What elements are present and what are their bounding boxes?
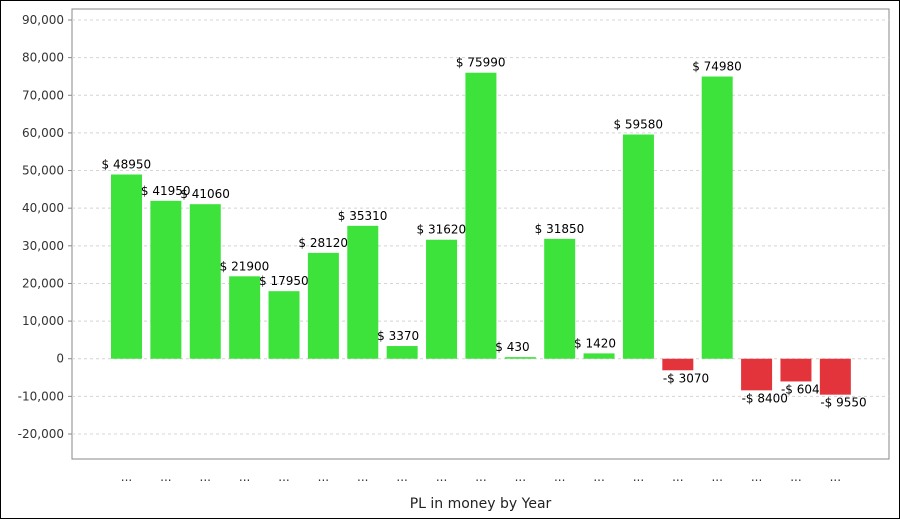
y-tick-label: 20,000 <box>22 276 64 290</box>
data-label: $ 48950 <box>102 157 152 171</box>
y-tick-label: 60,000 <box>22 126 64 140</box>
x-tick-label: ... <box>672 470 683 484</box>
data-label: $ 21900 <box>220 259 270 273</box>
x-tick-label: ... <box>121 470 132 484</box>
bar <box>504 357 536 359</box>
x-tick-label: ... <box>515 470 526 484</box>
x-tick-label: ... <box>160 470 171 484</box>
bar <box>189 204 221 359</box>
x-tick-label: ... <box>554 470 565 484</box>
bar <box>819 358 851 395</box>
bar <box>701 76 733 359</box>
data-label: $ 75990 <box>456 56 506 70</box>
y-tick-label: 90,000 <box>22 13 64 27</box>
bar <box>268 291 300 359</box>
bar <box>111 174 142 359</box>
y-tick-label: -20,000 <box>18 427 64 441</box>
x-tick-label: ... <box>278 470 289 484</box>
data-label: $ 41950 <box>141 184 191 198</box>
bar <box>622 134 654 359</box>
x-tick-label: ... <box>318 470 329 484</box>
bar <box>307 252 339 359</box>
data-label: -$ 8400 <box>742 391 788 405</box>
data-label: $ 31850 <box>535 222 585 236</box>
bar <box>229 276 261 359</box>
bar <box>780 358 812 382</box>
data-label: $ 17950 <box>259 274 309 288</box>
bar <box>150 200 182 359</box>
bar <box>465 72 497 359</box>
data-label: $ 3370 <box>377 329 419 343</box>
x-tick-label: ... <box>396 470 407 484</box>
x-tick-label: ... <box>436 470 447 484</box>
data-label: -$ 6040 <box>781 382 827 396</box>
y-tick-label: 80,000 <box>22 51 64 65</box>
data-label: $ 1420 <box>574 336 616 350</box>
data-label: -$ 3070 <box>663 371 709 385</box>
y-tick-label: -10,000 <box>18 389 64 403</box>
y-tick-label: 50,000 <box>22 164 64 178</box>
bar <box>662 358 694 371</box>
y-tick-label: 70,000 <box>22 88 64 102</box>
data-label: $ 59580 <box>613 117 663 131</box>
x-tick-label: ... <box>830 470 841 484</box>
x-tick-label: ... <box>711 470 722 484</box>
x-tick-label: ... <box>751 470 762 484</box>
x-tick-label: ... <box>239 470 250 484</box>
data-label: -$ 9550 <box>820 396 866 410</box>
x-axis-title: PL in money by Year <box>410 496 552 512</box>
data-label: $ 41060 <box>180 187 230 201</box>
y-tick-label: 40,000 <box>22 201 64 215</box>
x-tick-label: ... <box>357 470 368 484</box>
y-tick-label: 0 <box>56 352 64 366</box>
bar <box>426 239 458 359</box>
bar <box>741 358 773 391</box>
y-tick-label: 10,000 <box>22 314 64 328</box>
x-tick-label: ... <box>790 470 801 484</box>
data-label: $ 74980 <box>692 60 742 74</box>
x-tick-label: ... <box>200 470 211 484</box>
data-label: $ 28120 <box>298 236 348 250</box>
x-tick-label: ... <box>475 470 486 484</box>
x-tick-label: ... <box>633 470 644 484</box>
y-tick-label: 30,000 <box>22 239 64 253</box>
bar <box>544 238 576 359</box>
x-tick-label: ... <box>593 470 604 484</box>
bar <box>583 353 615 359</box>
bar <box>347 225 379 359</box>
data-label: $ 430 <box>495 340 529 354</box>
data-label: $ 31620 <box>417 223 467 237</box>
bar <box>386 346 418 359</box>
data-label: $ 35310 <box>338 209 388 223</box>
